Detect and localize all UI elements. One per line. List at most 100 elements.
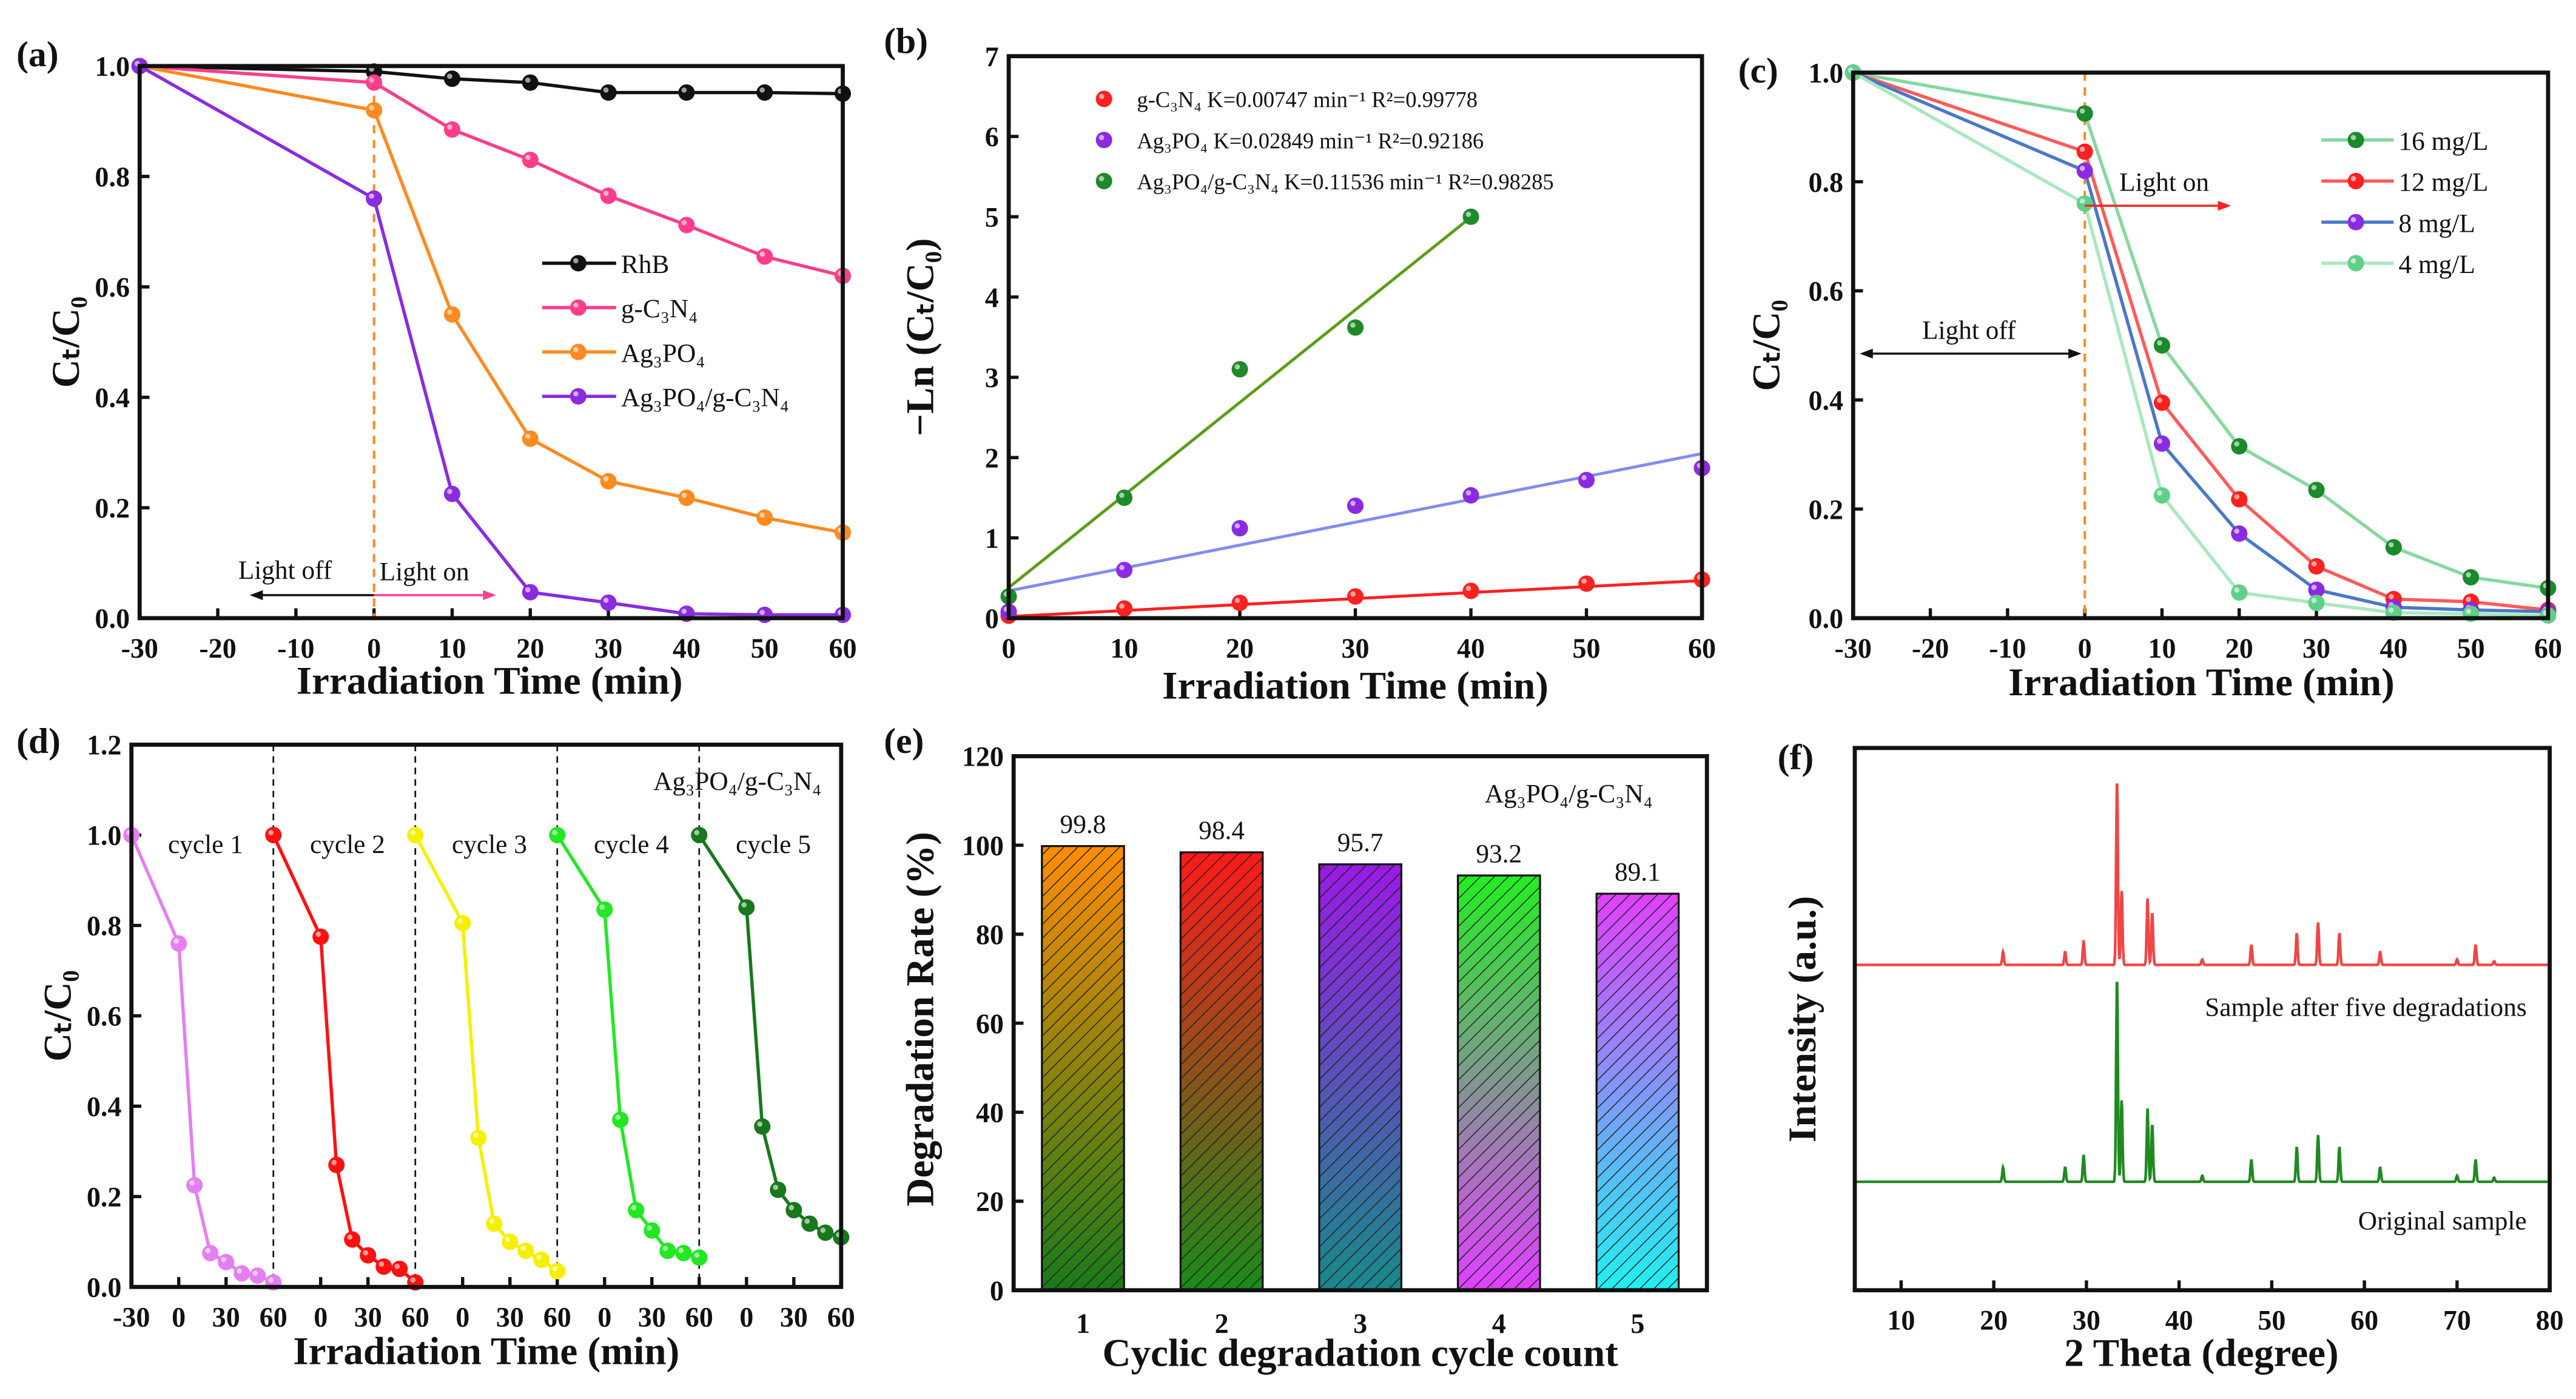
panel-c: (c) -30 -20 -10 0 10 20 30 40 50 60 0.0 0.2 0.4 0.6 0.8… <box>1738 50 2562 704</box>
y-tick-label: 3 <box>985 362 999 393</box>
data-point-highlight <box>237 1268 242 1274</box>
y-tick-label: 0.2 <box>95 493 130 524</box>
data-point-highlight <box>1581 578 1587 584</box>
x-tick-label: 0 <box>367 633 381 664</box>
data-point-highlight <box>603 190 609 196</box>
legend-marker <box>2347 214 2364 231</box>
x-tick-label: 30 <box>780 1301 808 1332</box>
cycle-label: cycle 4 <box>594 830 669 859</box>
data-point <box>2076 163 2093 180</box>
data-point-highlight <box>1350 501 1356 506</box>
data-point <box>170 935 187 952</box>
y-tick-label: 0.4 <box>87 1091 122 1122</box>
bar-value-label: 89.1 <box>1615 857 1661 886</box>
data-point <box>2308 558 2325 575</box>
x-tick-label: 60 <box>827 1301 855 1332</box>
legend-marker <box>570 255 587 272</box>
arrow-head-icon <box>1860 348 1873 359</box>
panel-f: (f) 10 20 30 40 50 60 70 80 2 Theta (degree) Inten… <box>1778 737 2564 1375</box>
data-point <box>2385 539 2402 556</box>
y-tick-label: 0.0 <box>95 603 130 634</box>
plot-frame <box>1851 70 2551 621</box>
data-point-highlight <box>2311 584 2317 590</box>
y-tick-label: 0.4 <box>1808 385 1843 416</box>
x-tick-label: -30 <box>121 633 158 664</box>
data-point-highlight <box>552 830 558 835</box>
data-point-highlight <box>2157 490 2162 496</box>
x-tick-label: 60 <box>543 1301 571 1332</box>
x-tick-label: 30 <box>2302 633 2330 664</box>
data-point <box>785 1202 802 1219</box>
panel-label: (d) <box>16 721 61 761</box>
data-point <box>533 1252 550 1269</box>
light-off-label: Light off <box>1922 315 2016 345</box>
data-point <box>2231 525 2248 542</box>
legend-marker-highlight <box>2350 176 2356 181</box>
legend-marker-highlight <box>1098 93 1105 99</box>
x-axis-title: 2 Theta (degree) <box>2064 1331 2339 1375</box>
data-point-highlight <box>2079 108 2085 114</box>
data-point-highlight <box>2466 608 2471 615</box>
data-point-highlight <box>221 1256 226 1262</box>
data-point <box>2231 438 2248 455</box>
x-tick-label: -10 <box>277 633 314 664</box>
y-tick-label: 100 <box>962 830 1004 861</box>
data-point <box>644 1222 661 1239</box>
data-point-highlight <box>2157 438 2162 444</box>
x-tick-label: 30 <box>212 1301 240 1332</box>
data-point <box>600 473 617 490</box>
x-tick-label: 60 <box>1688 633 1716 664</box>
data-point-highlight <box>2234 441 2240 447</box>
data-point-highlight <box>363 1250 368 1256</box>
data-point-highlight <box>1119 493 1125 498</box>
data-point-highlight <box>447 124 452 130</box>
data-point-highlight <box>315 931 321 937</box>
data-point-highlight <box>681 87 687 93</box>
y-tick-label: 60 <box>976 1008 1004 1039</box>
data-point-highlight <box>759 512 765 518</box>
plot-frame <box>1006 54 1704 621</box>
data-point-highlight <box>631 1205 637 1210</box>
light-off-label: Light off <box>238 556 332 585</box>
x-tick-label: 0 <box>456 1301 469 1332</box>
data-point <box>1347 319 1364 336</box>
data-point <box>817 1224 834 1241</box>
legend-marker-highlight <box>1098 176 1105 181</box>
y-axis-title: Degradation Rate (%) <box>898 832 942 1206</box>
data-point-highlight <box>268 830 274 835</box>
data-point-highlight <box>1119 603 1125 609</box>
bar-value-label: 93.2 <box>1476 839 1522 868</box>
x-tick-label: 50 <box>2258 1305 2285 1336</box>
x-tick-label: 20 <box>2225 633 2253 664</box>
data-point <box>517 1242 534 1259</box>
data-point <box>366 74 383 91</box>
data-point-highlight <box>2311 598 2317 604</box>
data-point-highlight <box>1350 322 1356 328</box>
series-line <box>1852 71 2549 613</box>
data-point <box>443 121 460 138</box>
data-point-highlight <box>615 1114 621 1120</box>
data-point <box>2153 394 2170 411</box>
x-tick-label: 40 <box>2379 633 2407 664</box>
data-point-highlight <box>1581 474 1587 480</box>
data-point <box>2153 435 2170 452</box>
data-point-highlight <box>447 309 452 315</box>
x-axis-title: Irradiation Time (min) <box>293 1330 679 1374</box>
y-tick-label: 0.6 <box>95 272 130 303</box>
y-tick-label: 7 <box>985 41 999 72</box>
data-point-highlight <box>268 1277 274 1283</box>
data-point <box>770 1181 787 1198</box>
y-tick-label: 2 <box>985 443 999 474</box>
data-point-highlight <box>2234 587 2240 593</box>
data-point <box>691 826 708 843</box>
legend-marker <box>1095 90 1112 107</box>
data-point-highlight <box>2079 198 2085 204</box>
data-point-highlight <box>457 918 463 923</box>
legend-label: Ag₃PO₄/g-C₃N₄ K=0.11536 min⁻¹ R²=0.98285 <box>1137 169 1553 194</box>
legend-marker <box>2347 132 2364 149</box>
data-point <box>675 1244 692 1261</box>
data-point <box>2308 595 2325 612</box>
data-point-highlight <box>252 1270 258 1276</box>
data-point-highlight <box>759 610 765 615</box>
legend-marker-highlight <box>573 302 579 308</box>
